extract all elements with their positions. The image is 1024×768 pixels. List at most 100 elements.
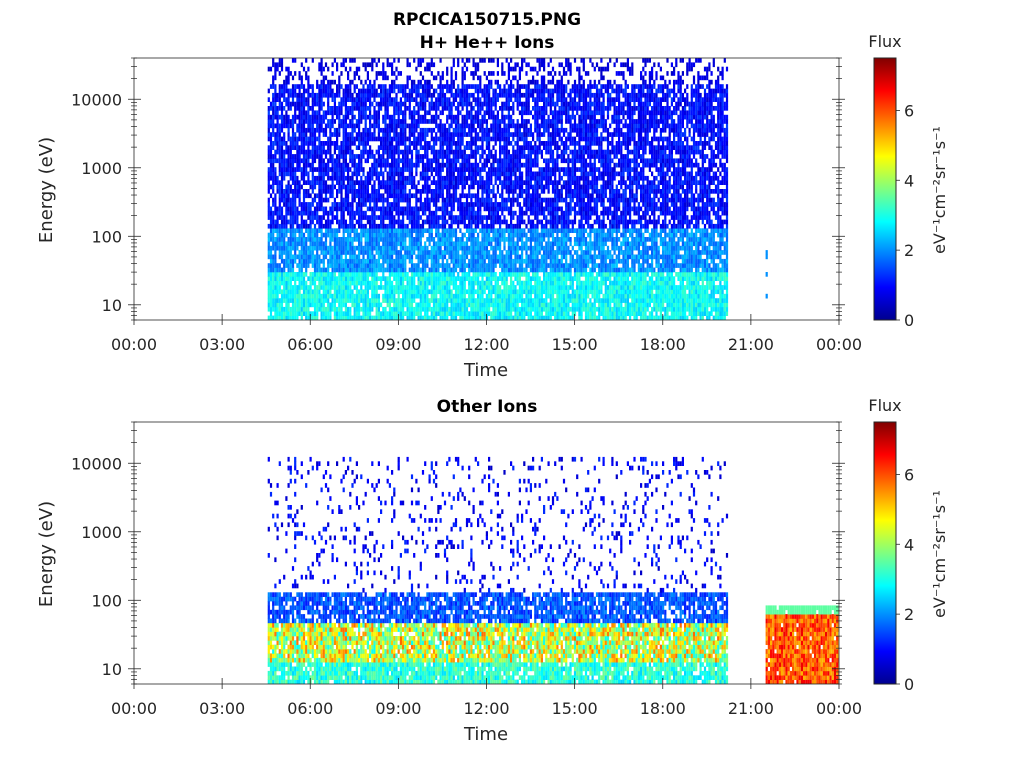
spectrogram-cell	[307, 298, 310, 303]
spectrogram-cell	[406, 62, 409, 68]
spectrogram-cell	[408, 162, 411, 168]
spectrogram-cell	[492, 58, 495, 63]
spectrogram-cell	[300, 315, 303, 320]
spectrogram-cell	[485, 123, 488, 129]
spectrogram-cell	[285, 302, 288, 308]
spectrogram-cell	[298, 97, 301, 102]
spectrogram-cell	[366, 114, 369, 120]
spectrogram-cell	[274, 263, 277, 268]
spectrogram-cell	[397, 106, 400, 111]
spectrogram-cell	[421, 189, 425, 194]
spectrogram-cell	[463, 171, 466, 177]
spectrogram-cell	[410, 171, 414, 177]
spectrogram-cell	[391, 88, 394, 94]
spectrogram-cell	[481, 250, 484, 255]
spectrogram-cell	[499, 141, 502, 146]
spectrogram-cell	[477, 276, 480, 281]
spectrogram-cell	[291, 88, 295, 94]
spectrogram-cell	[272, 306, 275, 312]
spectrogram-cell	[404, 101, 407, 107]
spectrogram-cell	[329, 79, 332, 85]
spectrogram-cell	[404, 119, 407, 124]
spectrogram-cell	[375, 289, 378, 295]
spectrogram-cell	[481, 193, 484, 199]
spectrogram-cell	[294, 101, 297, 107]
spectrogram-cell	[452, 141, 455, 146]
spectrogram-cell	[289, 123, 292, 129]
spectrogram-cell	[329, 149, 332, 155]
spectrogram-cell	[280, 180, 284, 185]
spectrogram-cell	[291, 119, 295, 124]
spectrogram-cell	[413, 88, 416, 94]
spectrogram-cell	[443, 272, 447, 277]
spectrogram-cell	[413, 289, 416, 295]
spectrogram-cell	[322, 306, 325, 312]
spectrogram-cell	[269, 232, 273, 238]
spectrogram-cell	[441, 106, 444, 111]
spectrogram-cell	[382, 92, 385, 98]
spectrogram-cell	[382, 193, 385, 199]
spectrogram-cell	[452, 167, 455, 172]
spectrogram-cell	[366, 285, 369, 290]
spectrogram-cell	[294, 184, 297, 190]
spectrogram-cell	[369, 263, 372, 268]
spectrogram-cell	[488, 228, 491, 233]
spectrogram-cell	[399, 123, 402, 129]
spectrogram-cell	[380, 302, 383, 308]
spectrogram-cell	[452, 280, 455, 286]
spectrogram-cell	[291, 189, 295, 194]
spectrogram-cell	[463, 175, 466, 181]
spectrogram-cell	[336, 219, 339, 225]
spectrogram-cell	[366, 293, 369, 299]
spectrogram-cell	[428, 88, 431, 94]
spectrogram-cell	[395, 180, 398, 185]
spectrogram-cell	[380, 263, 383, 268]
spectrogram-cell	[311, 245, 314, 251]
spectrogram-cell	[430, 114, 433, 120]
spectrogram-cell	[360, 193, 363, 199]
spectrogram-cell	[406, 206, 409, 212]
spectrogram-cell	[388, 263, 391, 268]
spectrogram-cell	[360, 180, 363, 185]
spectrogram-cell	[388, 210, 391, 216]
spectrogram-cell	[450, 193, 453, 199]
spectrogram-cell	[443, 215, 447, 220]
spectrogram-cell	[300, 84, 303, 89]
spectrogram-cell	[377, 114, 380, 120]
spectrogram-cell	[316, 175, 319, 181]
spectrogram-cell	[448, 311, 451, 316]
spectrogram-cell	[470, 254, 473, 260]
spectrogram-cell	[302, 223, 306, 229]
spectrogram-cell	[490, 272, 493, 277]
spectrogram-cell	[371, 315, 374, 320]
spectrogram-cell	[276, 141, 279, 146]
spectrogram-cell	[347, 145, 350, 150]
spectrogram-cell	[419, 267, 422, 273]
spectrogram-cell	[472, 263, 475, 268]
spectrogram-cell	[285, 79, 288, 85]
spectrogram-cell	[481, 223, 484, 229]
spectrogram-cell	[366, 311, 369, 316]
spectrogram-cell	[283, 293, 286, 299]
spectrogram-cell	[338, 132, 341, 137]
spectrogram-cell	[344, 263, 347, 268]
spectrogram-cell	[305, 171, 308, 177]
spectrogram-cell	[477, 62, 480, 68]
spectrogram-cell	[294, 58, 297, 63]
spectrogram-cell	[307, 285, 310, 290]
spectrogram-cell	[426, 228, 429, 233]
spectrogram-cell	[294, 280, 297, 286]
spectrogram-cell	[417, 280, 420, 286]
spectrogram-cell	[269, 206, 273, 212]
spectrogram-cell	[470, 206, 473, 212]
spectrogram-cell	[421, 315, 425, 320]
spectrogram-cell	[320, 272, 323, 277]
spectrogram-cell	[269, 254, 273, 260]
spectrogram-cell	[474, 114, 477, 120]
spectrogram-cell	[468, 311, 471, 316]
spectrogram-cell	[397, 110, 400, 116]
spectrogram-cell	[351, 258, 354, 264]
spectrogram-cell	[375, 228, 378, 233]
spectrogram-cell	[360, 149, 363, 155]
spectrogram-cell	[353, 75, 356, 81]
